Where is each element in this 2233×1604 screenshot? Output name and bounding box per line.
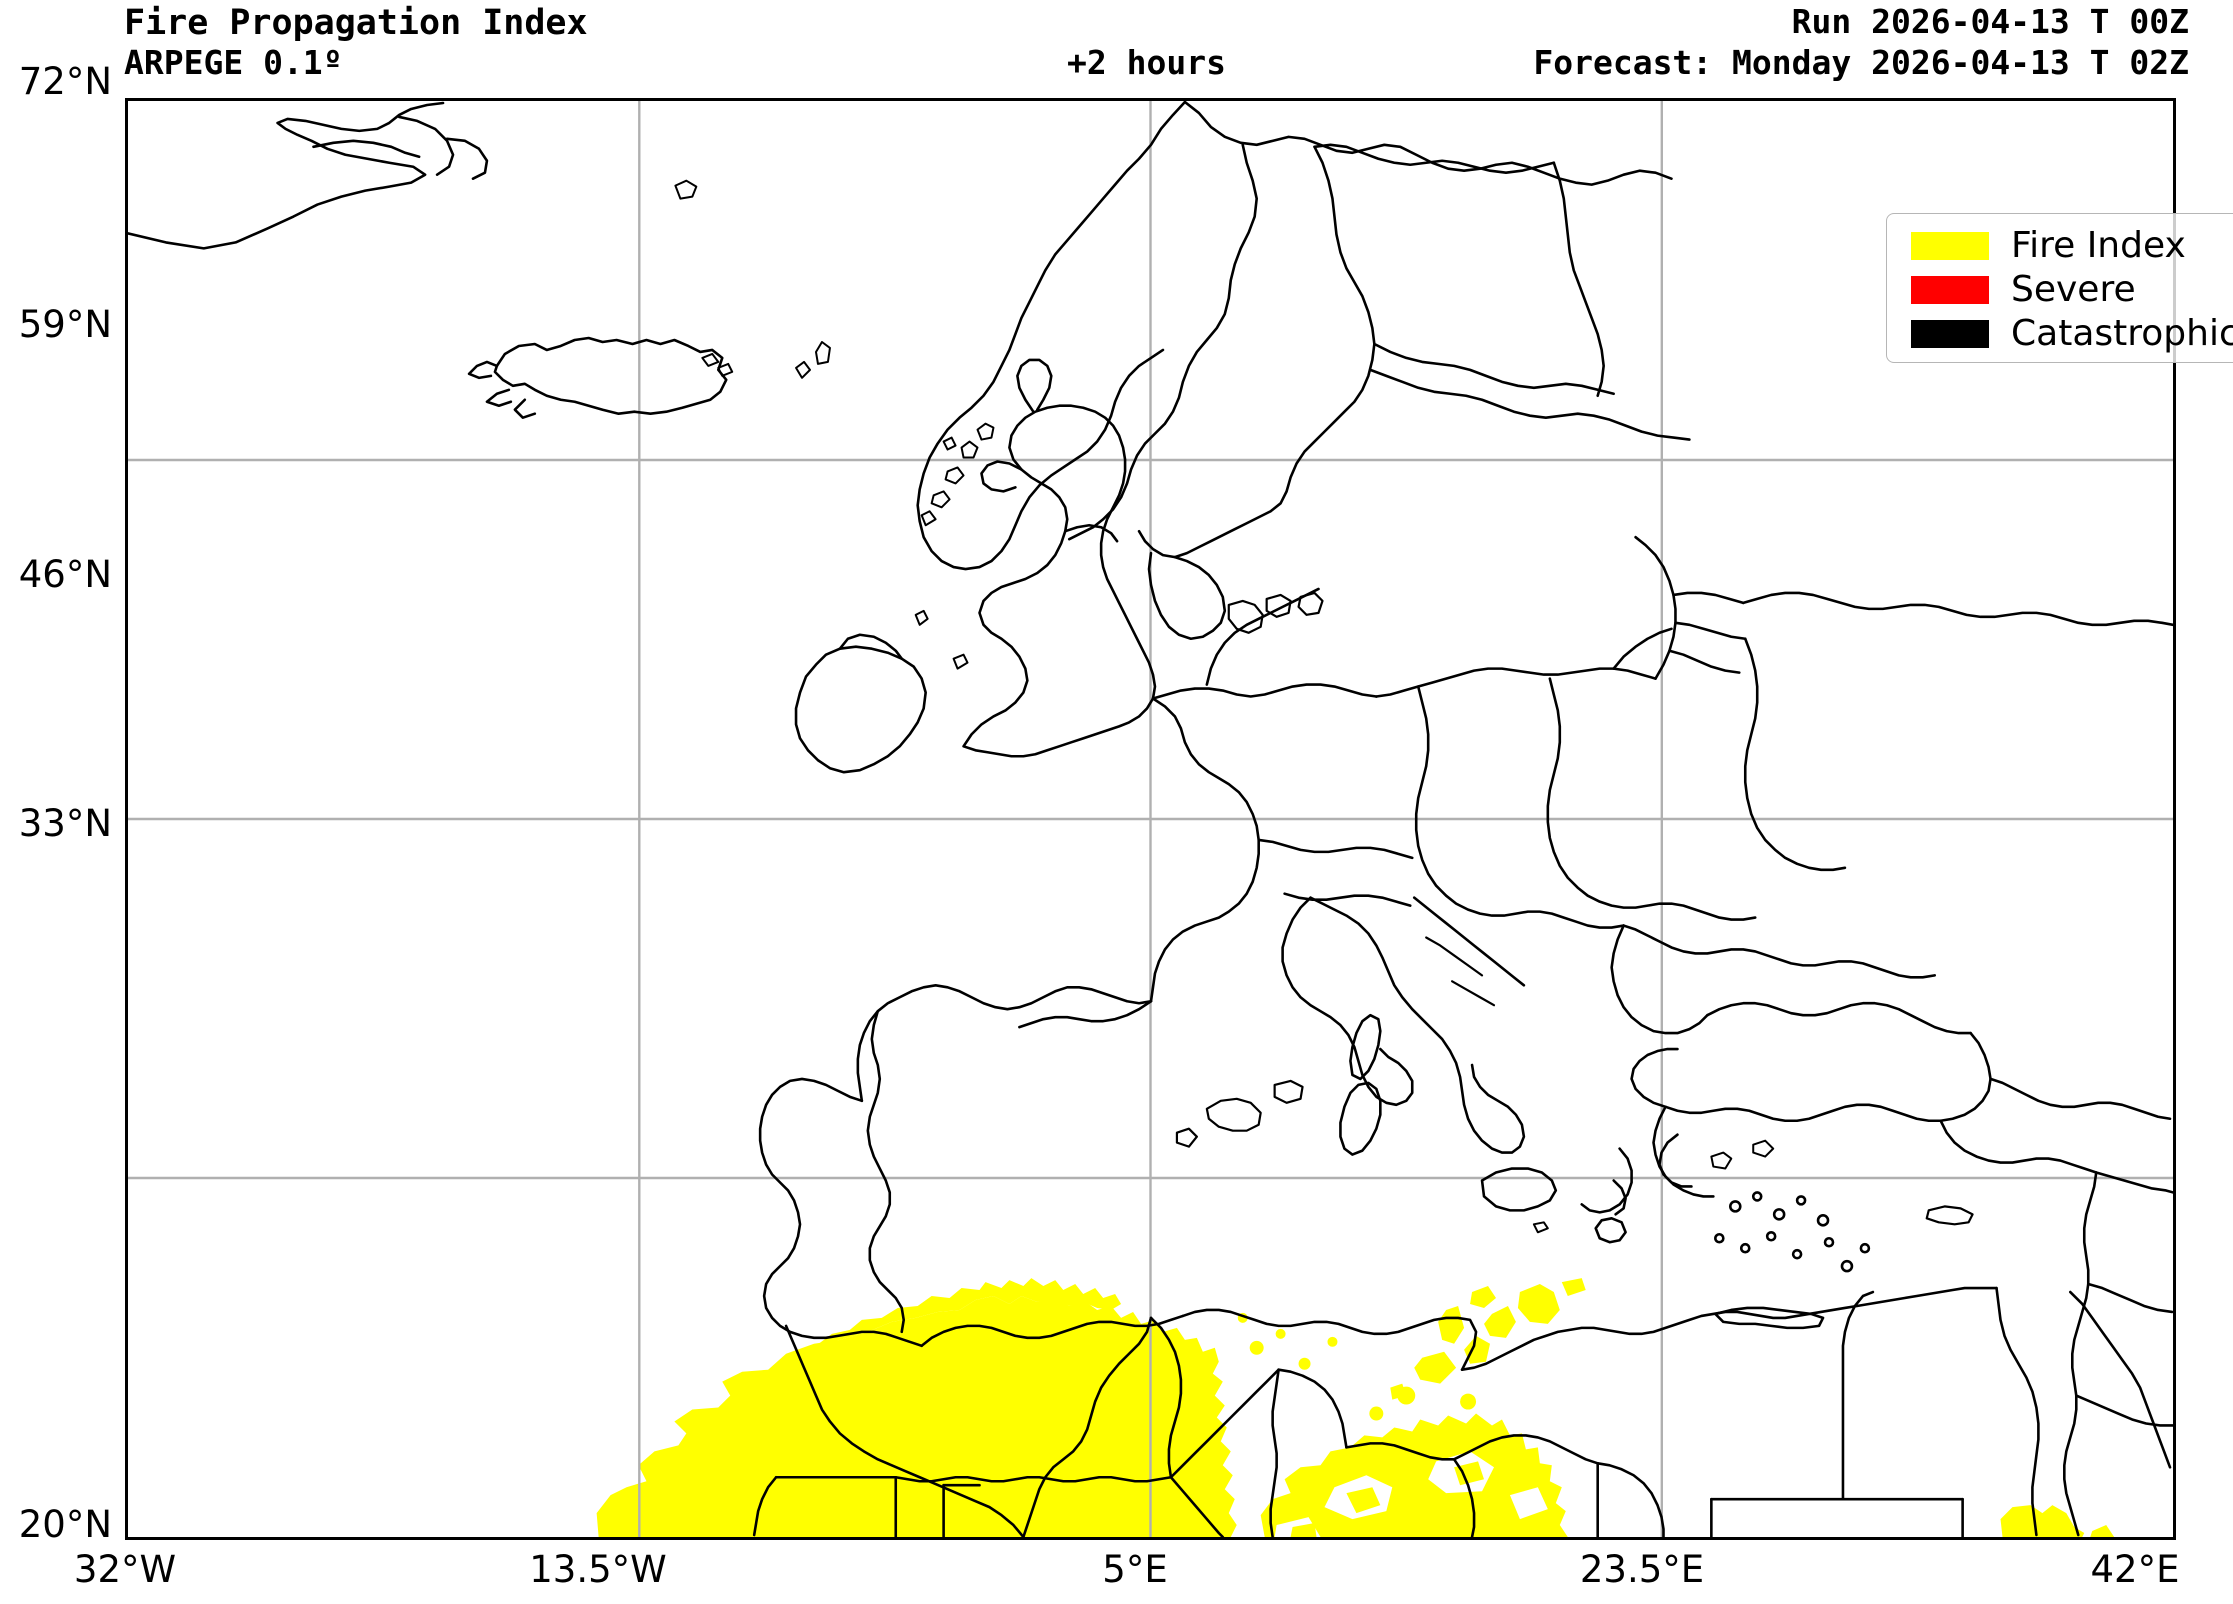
legend-item-fire-index[interactable]: Fire Index [1911, 224, 2233, 268]
map-plot-area[interactable]: Fire Index Severe Catastrophic [125, 98, 2233, 1540]
model-label: ARPEGE 0.1º [124, 43, 343, 82]
forecast-time-label: Forecast: Monday 2026-04-13 T 02Z [1533, 43, 2189, 82]
fire-index-layer [596, 1278, 2115, 1537]
fire-region-sahel [596, 1296, 1237, 1537]
legend-item-catastrophic[interactable]: Catastrophic [1911, 312, 2233, 356]
fire-region-cyrenaica-g [1414, 1351, 1457, 1384]
fire-speck [1327, 1336, 1338, 1347]
fire-region-red-sea-coast-b [2090, 1525, 2115, 1537]
x-tick-42e: 42°E [2090, 1548, 2180, 1591]
fire-speck [1249, 1340, 1264, 1355]
fire-region-red-sea-coast [2000, 1505, 2085, 1537]
run-time-label: Run 2026-04-13 T 00Z [1791, 2, 2189, 41]
fire-speck [1369, 1406, 1384, 1421]
map-canvas [128, 101, 2173, 1537]
x-tick-5e: 5°E [1102, 1548, 1168, 1591]
legend-swatch-catastrophic [1911, 320, 1989, 348]
fire-region-cyrenaica-a [1517, 1284, 1560, 1324]
lead-time-label: +2 hours [1067, 43, 1226, 82]
fire-speck [1298, 1357, 1311, 1370]
fire-gap [1509, 1487, 1548, 1520]
legend-label-severe: Severe [2011, 269, 2136, 310]
legend-swatch-fire-index [1911, 232, 1989, 260]
fire-blob [1346, 1487, 1381, 1514]
map-coastlines-and-borders [128, 101, 2173, 1537]
fire-speck [1275, 1328, 1286, 1339]
legend-item-severe[interactable]: Severe [1911, 268, 2233, 312]
fire-region-cyrenaica-d [1561, 1278, 1586, 1297]
fire-region-cyrenaica-c [1470, 1286, 1496, 1308]
legend-swatch-severe [1911, 276, 1989, 304]
y-tick-33n: 33°N [18, 802, 112, 845]
fire-speck [1460, 1393, 1477, 1410]
y-tick-20n: 20°N [18, 1503, 112, 1546]
legend-label-catastrophic: Catastrophic [2011, 313, 2233, 354]
map-legend[interactable]: Fire Index Severe Catastrophic [1886, 213, 2233, 363]
legend-label-fire-index: Fire Index [2011, 225, 2186, 266]
x-tick-235e: 23.5°E [1579, 1548, 1705, 1591]
fire-region-cyrenaica-e [1438, 1305, 1465, 1344]
y-tick-72n: 72°N [18, 60, 112, 103]
fire-region-sahel-fringe [815, 1278, 1122, 1346]
fire-blob [1290, 1523, 1317, 1537]
fire-blob [1454, 1461, 1485, 1486]
fire-region-cyrenaica-b [1484, 1305, 1516, 1338]
fire-region-cyrenaica-h [1390, 1383, 1407, 1400]
page-title: Fire Propagation Index [124, 3, 588, 43]
map-gridlines [128, 101, 2173, 1537]
x-tick-135w: 13.5°W [529, 1548, 667, 1591]
y-tick-59n: 59°N [18, 303, 112, 346]
x-tick-32w: 32°W [73, 1548, 177, 1591]
fire-region-cyrenaica-f [1464, 1335, 1491, 1364]
y-tick-46n: 46°N [18, 553, 112, 596]
